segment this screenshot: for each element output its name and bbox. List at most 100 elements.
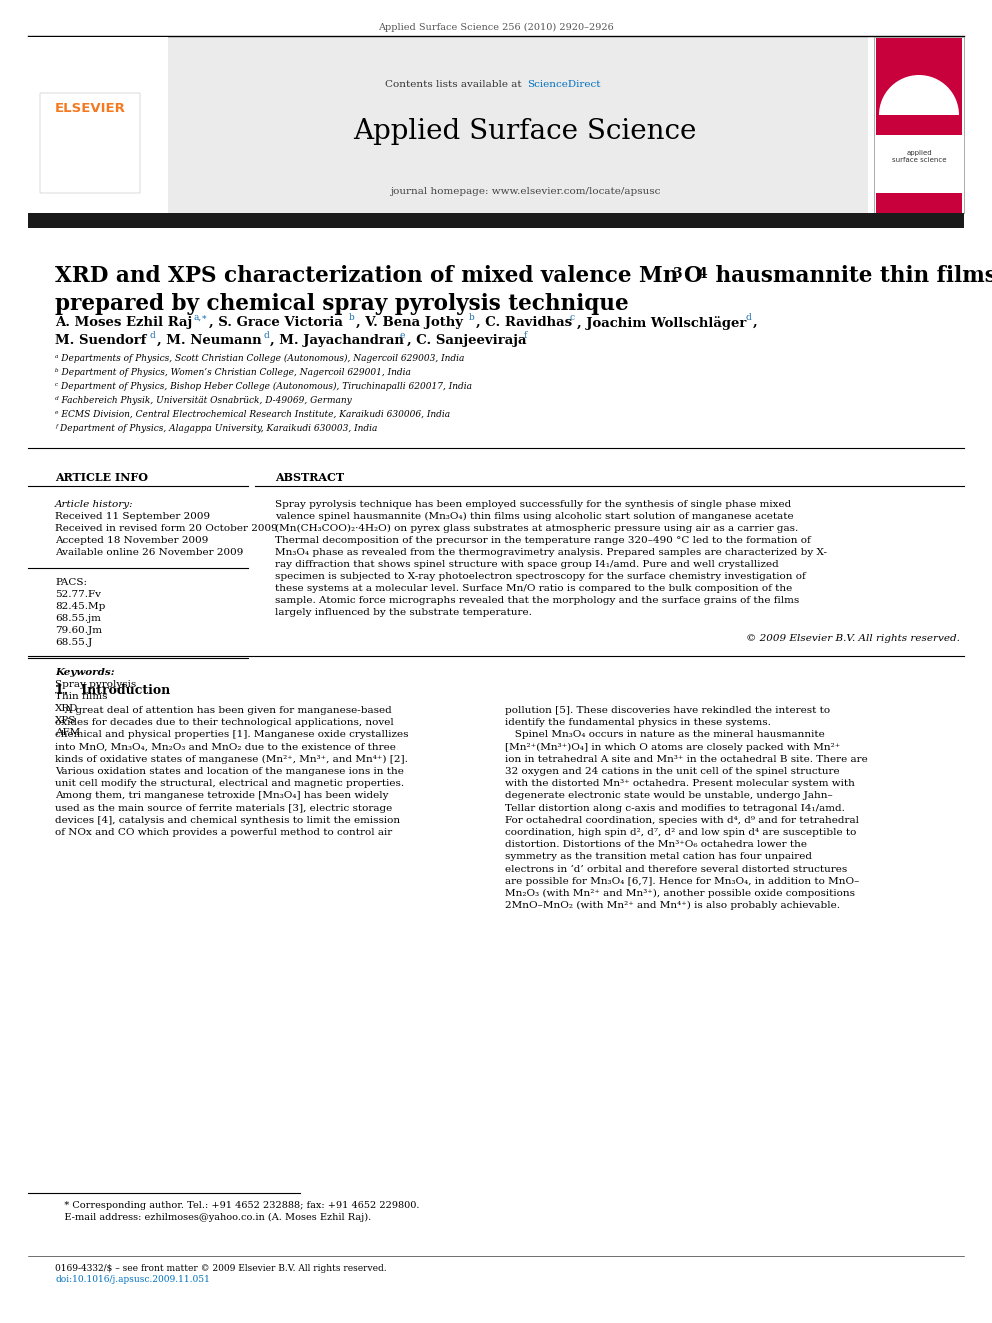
Text: ᶜ Department of Physics, Bishop Heber College (Autonomous), Tiruchinapalli 62001: ᶜ Department of Physics, Bishop Heber Co…: [55, 382, 472, 392]
Text: coordination, high spin d², d⁷, d² and low spin d⁴ are susceptible to: coordination, high spin d², d⁷, d² and l…: [505, 828, 856, 837]
Text: ᵇ Department of Physics, Women’s Christian College, Nagercoil 629001, India: ᵇ Department of Physics, Women’s Christi…: [55, 368, 411, 377]
Text: 68.55.jm: 68.55.jm: [55, 614, 101, 623]
Text: surface science: surface science: [892, 157, 946, 163]
Text: , C. Ravidhas: , C. Ravidhas: [476, 316, 572, 329]
Text: pollution [5]. These discoveries have rekindled the interest to: pollution [5]. These discoveries have re…: [505, 706, 830, 714]
Text: ARTICLE INFO: ARTICLE INFO: [55, 472, 148, 483]
Text: of NOx and CO which provides a powerful method to control air: of NOx and CO which provides a powerful …: [55, 828, 392, 837]
Text: E-mail address: ezhilmoses@yahoo.co.in (A. Moses Ezhil Raj).: E-mail address: ezhilmoses@yahoo.co.in (…: [55, 1213, 371, 1222]
Text: XRD and XPS characterization of mixed valence Mn: XRD and XPS characterization of mixed va…: [55, 265, 679, 287]
Text: journal homepage: www.elsevier.com/locate/apsusc: journal homepage: www.elsevier.com/locat…: [390, 187, 661, 196]
Text: , S. Grace Victoria: , S. Grace Victoria: [209, 316, 343, 329]
Bar: [28, 37, 168, 216]
Text: Mn₂O₃ (with Mn²⁺ and Mn³⁺), another possible oxide compositions: Mn₂O₃ (with Mn²⁺ and Mn³⁺), another poss…: [505, 889, 855, 898]
Text: Received 11 September 2009: Received 11 September 2009: [55, 512, 210, 521]
Text: XRD: XRD: [55, 704, 78, 713]
Text: b: b: [349, 314, 355, 321]
Text: A great deal of attention has been given for manganese-based: A great deal of attention has been given…: [55, 706, 392, 714]
Text: are possible for Mn₃O₄ [6,7]. Hence for Mn₃O₄, in addition to MnO–: are possible for Mn₃O₄ [6,7]. Hence for …: [505, 877, 859, 886]
Bar: [168, 37, 868, 216]
Wedge shape: [879, 75, 959, 115]
Text: Accepted 18 November 2009: Accepted 18 November 2009: [55, 536, 208, 545]
Text: XPS: XPS: [55, 716, 76, 725]
Text: , V. Bena Jothy: , V. Bena Jothy: [356, 316, 463, 329]
Text: Mn₃O₄ phase as revealed from the thermogravimetry analysis. Prepared samples are: Mn₃O₄ phase as revealed from the thermog…: [275, 548, 827, 557]
Text: © 2009 Elsevier B.V. All rights reserved.: © 2009 Elsevier B.V. All rights reserved…: [746, 634, 960, 643]
Bar: [874, 37, 964, 213]
Text: ScienceDirect: ScienceDirect: [527, 79, 600, 89]
Text: , Joachim Wollschläger: , Joachim Wollschläger: [577, 316, 746, 329]
Text: with the distorted Mn³⁺ octahedra. Present molecular system with: with the distorted Mn³⁺ octahedra. Prese…: [505, 779, 855, 789]
Text: M. Suendorf: M. Suendorf: [55, 333, 147, 347]
Text: chemical and physical properties [1]. Manganese oxide crystallizes: chemical and physical properties [1]. Ma…: [55, 730, 409, 740]
Text: ray diffraction that shows spinel structure with space group I4₁/amd. Pure and w: ray diffraction that shows spinel struct…: [275, 560, 779, 569]
Text: Spray pyrolysis technique has been employed successfully for the synthesis of si: Spray pyrolysis technique has been emplo…: [275, 500, 792, 509]
Text: , M. Neumann: , M. Neumann: [157, 333, 262, 347]
Text: , C. Sanjeeviraja: , C. Sanjeeviraja: [407, 333, 527, 347]
Text: [Mn²⁺(Mn³⁺)O₄] in which O atoms are closely packed with Mn²⁺: [Mn²⁺(Mn³⁺)O₄] in which O atoms are clos…: [505, 742, 840, 751]
Text: Spray pyrolysis: Spray pyrolysis: [55, 680, 136, 689]
Text: oxides for decades due to their technological applications, novel: oxides for decades due to their technolo…: [55, 718, 394, 728]
Text: 82.45.Mp: 82.45.Mp: [55, 602, 105, 611]
Text: symmetry as the transition metal cation has four unpaired: symmetry as the transition metal cation …: [505, 852, 812, 861]
Text: sample. Atomic force micrographs revealed that the morphology and the surface gr: sample. Atomic force micrographs reveale…: [275, 595, 800, 605]
Text: Received in revised form 20 October 2009: Received in revised form 20 October 2009: [55, 524, 278, 533]
Text: 4: 4: [697, 267, 706, 280]
Text: Various oxidation states and location of the manganese ions in the: Various oxidation states and location of…: [55, 767, 404, 777]
Text: doi:10.1016/j.apsusc.2009.11.051: doi:10.1016/j.apsusc.2009.11.051: [55, 1275, 210, 1285]
Text: , M. Jayachandran: , M. Jayachandran: [270, 333, 404, 347]
Text: Among them, tri manganese tetroxide [Mn₃O₄] has been widely: Among them, tri manganese tetroxide [Mn₃…: [55, 791, 389, 800]
Text: these systems at a molecular level. Surface Mn/O ratio is compared to the bulk c: these systems at a molecular level. Surf…: [275, 583, 793, 593]
Text: degenerate electronic state would be unstable, undergo Jahn–: degenerate electronic state would be uns…: [505, 791, 832, 800]
Text: 2MnO–MnO₂ (with Mn²⁺ and Mn⁴⁺) is also probably achievable.: 2MnO–MnO₂ (with Mn²⁺ and Mn⁴⁺) is also p…: [505, 901, 840, 910]
Text: Applied Surface Science: Applied Surface Science: [353, 118, 696, 146]
Text: ᵃ Departments of Physics, Scott Christian College (Autonomous), Nagercoil 629003: ᵃ Departments of Physics, Scott Christia…: [55, 355, 464, 363]
Text: Thin films: Thin films: [55, 692, 107, 701]
Text: Available online 26 November 2009: Available online 26 November 2009: [55, 548, 243, 557]
Text: Thermal decomposition of the precursor in the temperature range 320–490 °C led t: Thermal decomposition of the precursor i…: [275, 536, 810, 545]
Text: Article history:: Article history:: [55, 500, 134, 509]
Text: 1.   Introduction: 1. Introduction: [55, 684, 171, 697]
Text: Tellar distortion along c-axis and modifies to tetragonal I4₁/amd.: Tellar distortion along c-axis and modif…: [505, 803, 845, 812]
Text: 68.55.J: 68.55.J: [55, 638, 92, 647]
Text: largely influenced by the substrate temperature.: largely influenced by the substrate temp…: [275, 609, 532, 617]
Text: d: d: [150, 331, 156, 340]
Text: used as the main source of ferrite materials [3], electric storage: used as the main source of ferrite mater…: [55, 803, 392, 812]
Text: electrons in ‘d’ orbital and therefore several distorted structures: electrons in ‘d’ orbital and therefore s…: [505, 865, 847, 873]
Text: A. Moses Ezhil Raj: A. Moses Ezhil Raj: [55, 316, 192, 329]
Text: ABSTRACT: ABSTRACT: [275, 472, 344, 483]
Text: f: f: [524, 331, 528, 340]
Text: ᵉ ECMS Division, Central Electrochemical Research Institute, Karaikudi 630006, I: ᵉ ECMS Division, Central Electrochemical…: [55, 410, 450, 419]
Text: 3: 3: [672, 267, 682, 280]
Text: distortion. Distortions of the Mn³⁺O₆ octahedra lower the: distortion. Distortions of the Mn³⁺O₆ oc…: [505, 840, 807, 849]
Text: e: e: [400, 331, 406, 340]
Bar: [876, 38, 962, 135]
Text: a,∗: a,∗: [194, 314, 208, 321]
Text: ELSEVIER: ELSEVIER: [55, 102, 125, 115]
Text: b: b: [469, 314, 475, 321]
Text: PACS:: PACS:: [55, 578, 87, 587]
Text: valence spinel hausmannite (Mn₃O₄) thin films using alcoholic start solution of : valence spinel hausmannite (Mn₃O₄) thin …: [275, 512, 794, 521]
Text: 79.60.Jm: 79.60.Jm: [55, 626, 102, 635]
Text: c: c: [570, 314, 575, 321]
Text: Applied Surface Science 256 (2010) 2920–2926: Applied Surface Science 256 (2010) 2920–…: [378, 22, 614, 32]
Text: ion in tetrahedral A site and Mn³⁺ in the octahedral B site. There are: ion in tetrahedral A site and Mn³⁺ in th…: [505, 755, 868, 763]
Text: Contents lists available at: Contents lists available at: [385, 79, 525, 89]
Text: Keywords:: Keywords:: [55, 668, 115, 677]
Text: applied: applied: [906, 149, 931, 156]
Text: ᶠ Department of Physics, Alagappa University, Karaikudi 630003, India: ᶠ Department of Physics, Alagappa Univer…: [55, 423, 377, 433]
Text: hausmannite thin films: hausmannite thin films: [708, 265, 992, 287]
Text: specimen is subjected to X-ray photoelectron spectroscopy for the surface chemis: specimen is subjected to X-ray photoelec…: [275, 572, 806, 581]
Text: Spinel Mn₃O₄ occurs in nature as the mineral hausmannite: Spinel Mn₃O₄ occurs in nature as the min…: [505, 730, 824, 740]
Text: ,: ,: [753, 316, 758, 329]
Text: 0169-4332/$ – see front matter © 2009 Elsevier B.V. All rights reserved.: 0169-4332/$ – see front matter © 2009 El…: [55, 1263, 387, 1273]
Text: AFM: AFM: [55, 728, 80, 737]
Text: (Mn(CH₃COO)₂·4H₂O) on pyrex glass substrates at atmospheric pressure using air a: (Mn(CH₃COO)₂·4H₂O) on pyrex glass substr…: [275, 524, 799, 533]
Text: For octahedral coordination, species with d⁴, d⁹ and for tetrahedral: For octahedral coordination, species wit…: [505, 816, 859, 824]
Text: 32 oxygen and 24 cations in the unit cell of the spinel structure: 32 oxygen and 24 cations in the unit cel…: [505, 767, 839, 777]
Bar: [28, 213, 964, 228]
Text: identify the fundamental physics in these systems.: identify the fundamental physics in thes…: [505, 718, 771, 728]
Text: into MnO, Mn₃O₄, Mn₂O₃ and MnO₂ due to the existence of three: into MnO, Mn₃O₄, Mn₂O₃ and MnO₂ due to t…: [55, 742, 396, 751]
Text: O: O: [683, 265, 701, 287]
Text: * Corresponding author. Tel.: +91 4652 232888; fax: +91 4652 229800.: * Corresponding author. Tel.: +91 4652 2…: [55, 1201, 420, 1211]
